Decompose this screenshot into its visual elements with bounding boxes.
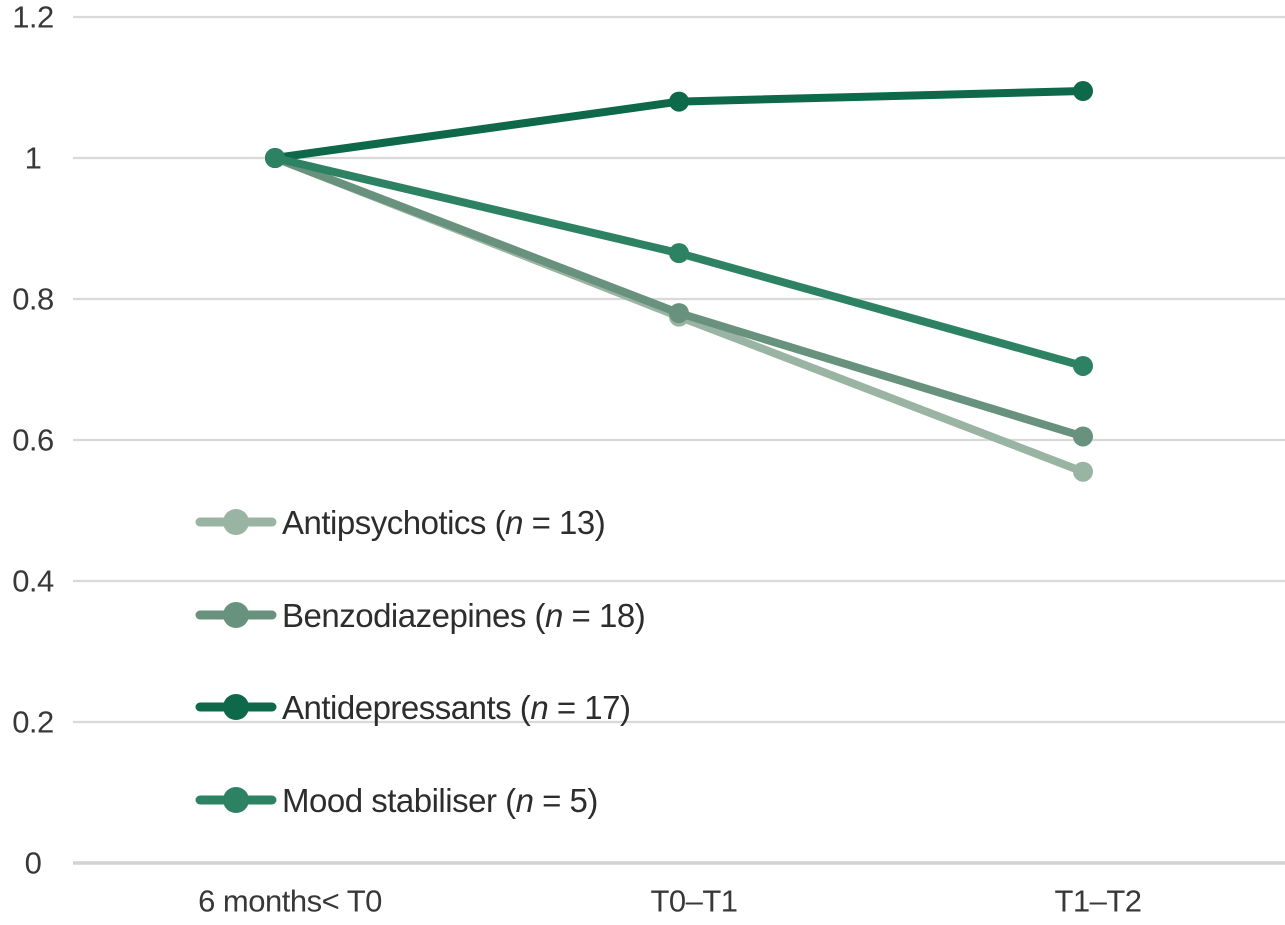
y-tick-label: 0.6 [12,423,54,458]
series-antidepressants [265,81,1093,168]
legend-label: Antidepressants (n = 17) [282,689,630,726]
data-point-mood-stabiliser [265,148,285,168]
data-point-benzodiazepines [1073,426,1093,447]
series-mood-stabiliser [265,148,1093,376]
legend-item-mood-stabiliser: Mood stabiliser (n = 5) [195,782,598,819]
legend-item-antipsychotics: Antipsychotics (n = 13) [195,504,606,541]
legend-label: Antipsychotics (n = 13) [282,504,605,541]
data-point-benzodiazepines [669,303,689,324]
data-point-antipsychotics [1073,461,1093,482]
legend-label: Mood stabiliser (n = 5) [282,782,598,819]
legend-item-antidepressants: Antidepressants (n = 17) [195,689,631,726]
series-benzodiazepines [265,148,1093,447]
y-tick-label: 1.2 [12,0,54,35]
x-tick-label: T0–T1 [650,884,737,919]
legend: Antipsychotics (n = 13) Benzodiazepines (… [195,504,646,819]
data-point-mood-stabiliser [1073,355,1093,376]
legend-marker-dot [223,602,249,628]
y-tick-label: 0.4 [12,564,54,599]
legend-item-benzodiazepines: Benzodiazepines (n = 18) [195,597,646,634]
legend-marker-dot [223,694,249,720]
data-point-mood-stabiliser [669,243,689,264]
y-tick-label: 0.2 [12,705,54,740]
x-tick-label: 6 months< T0 [198,884,382,919]
legend-marker-dot [223,509,249,535]
y-tick-label: 0 [25,846,42,881]
legend-label: Benzodiazepines (n = 18) [282,597,645,634]
legend-marker-dot [223,787,249,813]
x-tick-label: T1–T2 [1054,884,1141,919]
y-tick-label: 1 [25,141,42,176]
y-tick-label: 0.8 [12,282,54,317]
data-point-antidepressants [1073,81,1093,102]
series-line-benzodiazepines [271,154,1087,441]
data-point-antidepressants [669,91,689,112]
